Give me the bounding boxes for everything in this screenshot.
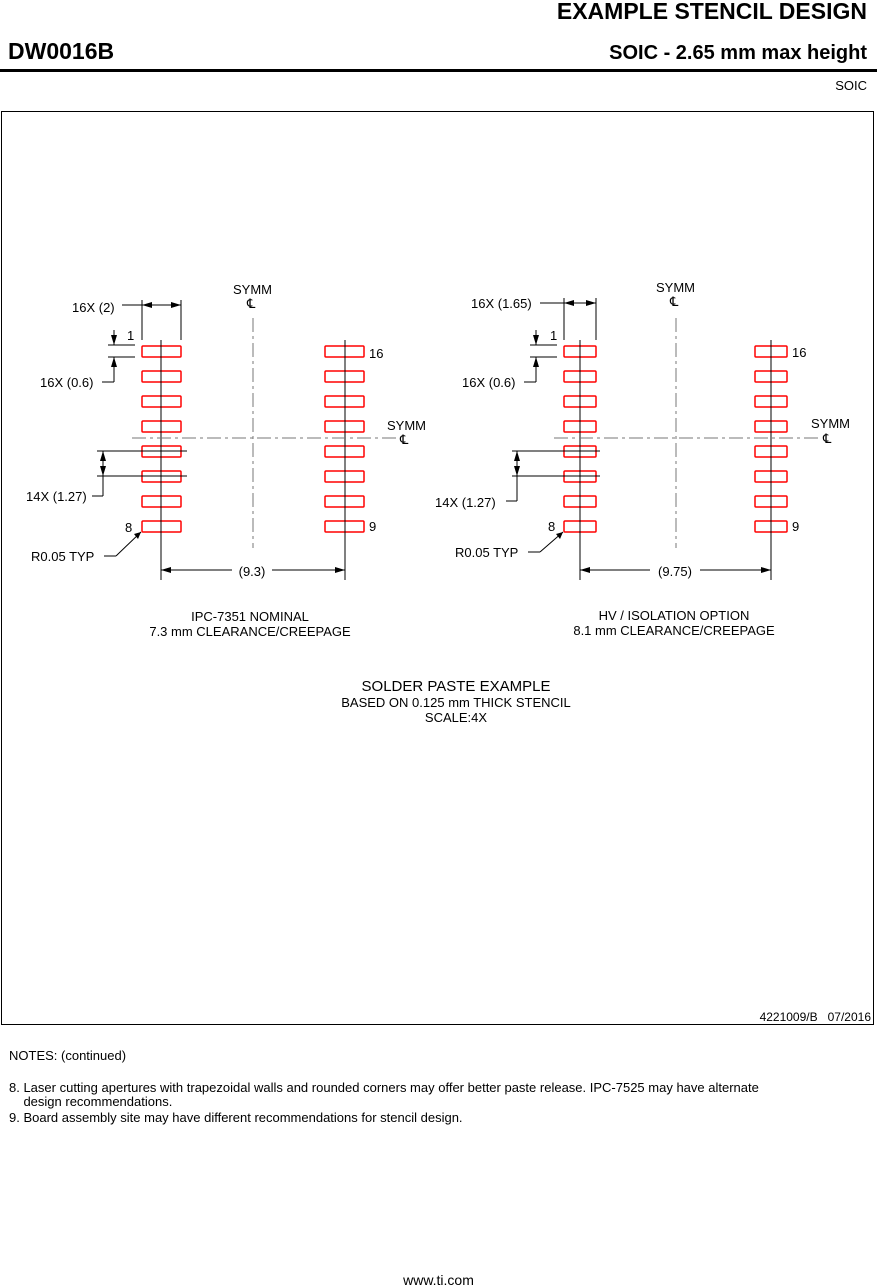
centerline-icon: ℄ — [669, 294, 679, 309]
pin-16-label: 16 — [369, 346, 383, 361]
note-9: 9. Board assembly site may have differen… — [9, 1110, 463, 1125]
pin-1-label: 1 — [127, 328, 134, 343]
radius-dim: R0.05 TYP — [31, 549, 94, 564]
example-stencil-note: BASED ON 0.125 mm THICK STENCIL — [341, 695, 571, 710]
pin-9-label: 9 — [369, 519, 376, 534]
pad-height-dim: 16X (0.6) — [462, 375, 515, 390]
header-rule — [0, 69, 877, 72]
symm-label-vertical-right: SYMM — [656, 280, 695, 295]
pitch-dim: 14X (1.27) — [26, 489, 87, 504]
symm-label-horizontal-right: SYMM — [811, 416, 850, 431]
span-dim: (9.75) — [658, 564, 692, 579]
left-caption-1: IPC-7351 NOMINAL — [191, 609, 309, 624]
package-id: DW0016B — [8, 38, 115, 64]
pitch-dim: 14X (1.27) — [435, 495, 496, 510]
example-scale: SCALE:4X — [425, 710, 487, 725]
right-caption-1: HV / ISOLATION OPTION — [599, 608, 750, 623]
notes-heading: NOTES: (continued) — [9, 1048, 127, 1063]
page-title: EXAMPLE STENCIL DESIGN — [556, 0, 867, 24]
ti-website-link[interactable]: www.ti.com — [403, 1272, 474, 1288]
pin-16-label: 16 — [792, 345, 806, 360]
pad-width-dim: 16X (2) — [72, 300, 115, 315]
symm-label-vertical-left: SYMM — [233, 282, 272, 297]
drawing-frame — [1, 111, 874, 1025]
pin-1-label: 1 — [550, 328, 557, 343]
note-8-cont: design recommendations. — [9, 1094, 173, 1109]
note-8: 8. Laser cutting apertures with trapezoi… — [9, 1080, 759, 1095]
pin-8-label: 8 — [548, 519, 555, 534]
centerline-icon: ℄ — [822, 431, 832, 446]
package-subtitle: SOIC - 2.65 mm max height — [609, 42, 867, 64]
centerline-icon: ℄ — [399, 432, 409, 447]
dimension-lines — [92, 298, 822, 580]
pad-width-dim: 16X (1.65) — [471, 296, 532, 311]
stencil-drawing: SYMM ℄ SYMM ℄ 16X (2) 1 16X (0.6) 14X (1… — [26, 280, 850, 725]
pad-height-dim: 16X (0.6) — [40, 375, 93, 390]
left-caption-2: 7.3 mm CLEARANCE/CREEPAGE — [149, 624, 351, 639]
symm-label-horizontal-left: SYMM — [387, 418, 426, 433]
package-type: SOIC — [835, 78, 867, 93]
span-dim: (9.3) — [239, 564, 266, 579]
example-title: SOLDER PASTE EXAMPLE — [362, 678, 551, 695]
radius-dim: R0.05 TYP — [455, 545, 518, 560]
dimension-arrows — [100, 300, 771, 573]
document-id: 4221009/B 07/2016 — [759, 1010, 871, 1024]
centerline-icon: ℄ — [246, 296, 256, 311]
pin-9-label: 9 — [792, 519, 799, 534]
pin-8-label: 8 — [125, 520, 132, 535]
right-caption-2: 8.1 mm CLEARANCE/CREEPAGE — [573, 623, 775, 638]
